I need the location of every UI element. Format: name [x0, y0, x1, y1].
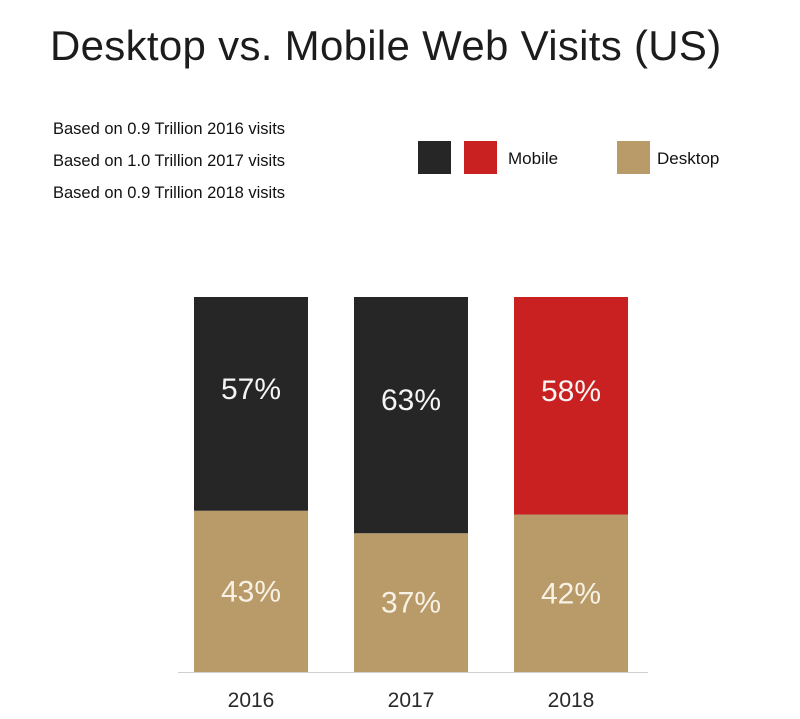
legend-swatch-desktop [617, 141, 650, 174]
legend-swatch-mobile [464, 141, 497, 174]
legend-label-mobile: Mobile [508, 149, 559, 168]
bar-desktop-2017 [354, 533, 468, 672]
note-2016: Based on 0.9 Trillion 2016 visits [53, 120, 286, 138]
legend-swatch-black [418, 141, 451, 174]
data-label-desktop-2016: 43% [221, 575, 281, 608]
data-label-desktop-2018: 42% [541, 577, 601, 610]
legend-label-desktop: Desktop [657, 149, 720, 168]
bar-mobile-2018 [514, 297, 628, 515]
x-tick-label-2018: 2018 [548, 689, 595, 712]
chart-title: Desktop vs. Mobile Web Visits (US) [50, 22, 722, 69]
data-label-mobile-2018: 58% [541, 375, 601, 408]
x-tick-label-2016: 2016 [228, 689, 275, 712]
note-2017: Based on 1.0 Trillion 2017 visits [53, 152, 286, 170]
x-tick-label-2017: 2017 [388, 689, 435, 712]
bar-desktop-2016 [194, 510, 308, 672]
data-label-desktop-2017: 37% [381, 587, 441, 620]
visit-notes: Based on 0.9 Trillion 2016 visits Based … [53, 118, 285, 214]
bar-mobile-2016 [194, 297, 308, 511]
note-2018: Based on 0.9 Trillion 2018 visits [53, 184, 286, 202]
bar-mobile-2017 [354, 297, 468, 534]
data-label-mobile-2017: 63% [381, 384, 441, 417]
data-label-mobile-2016: 57% [221, 373, 281, 406]
bar-desktop-2018 [514, 514, 628, 672]
